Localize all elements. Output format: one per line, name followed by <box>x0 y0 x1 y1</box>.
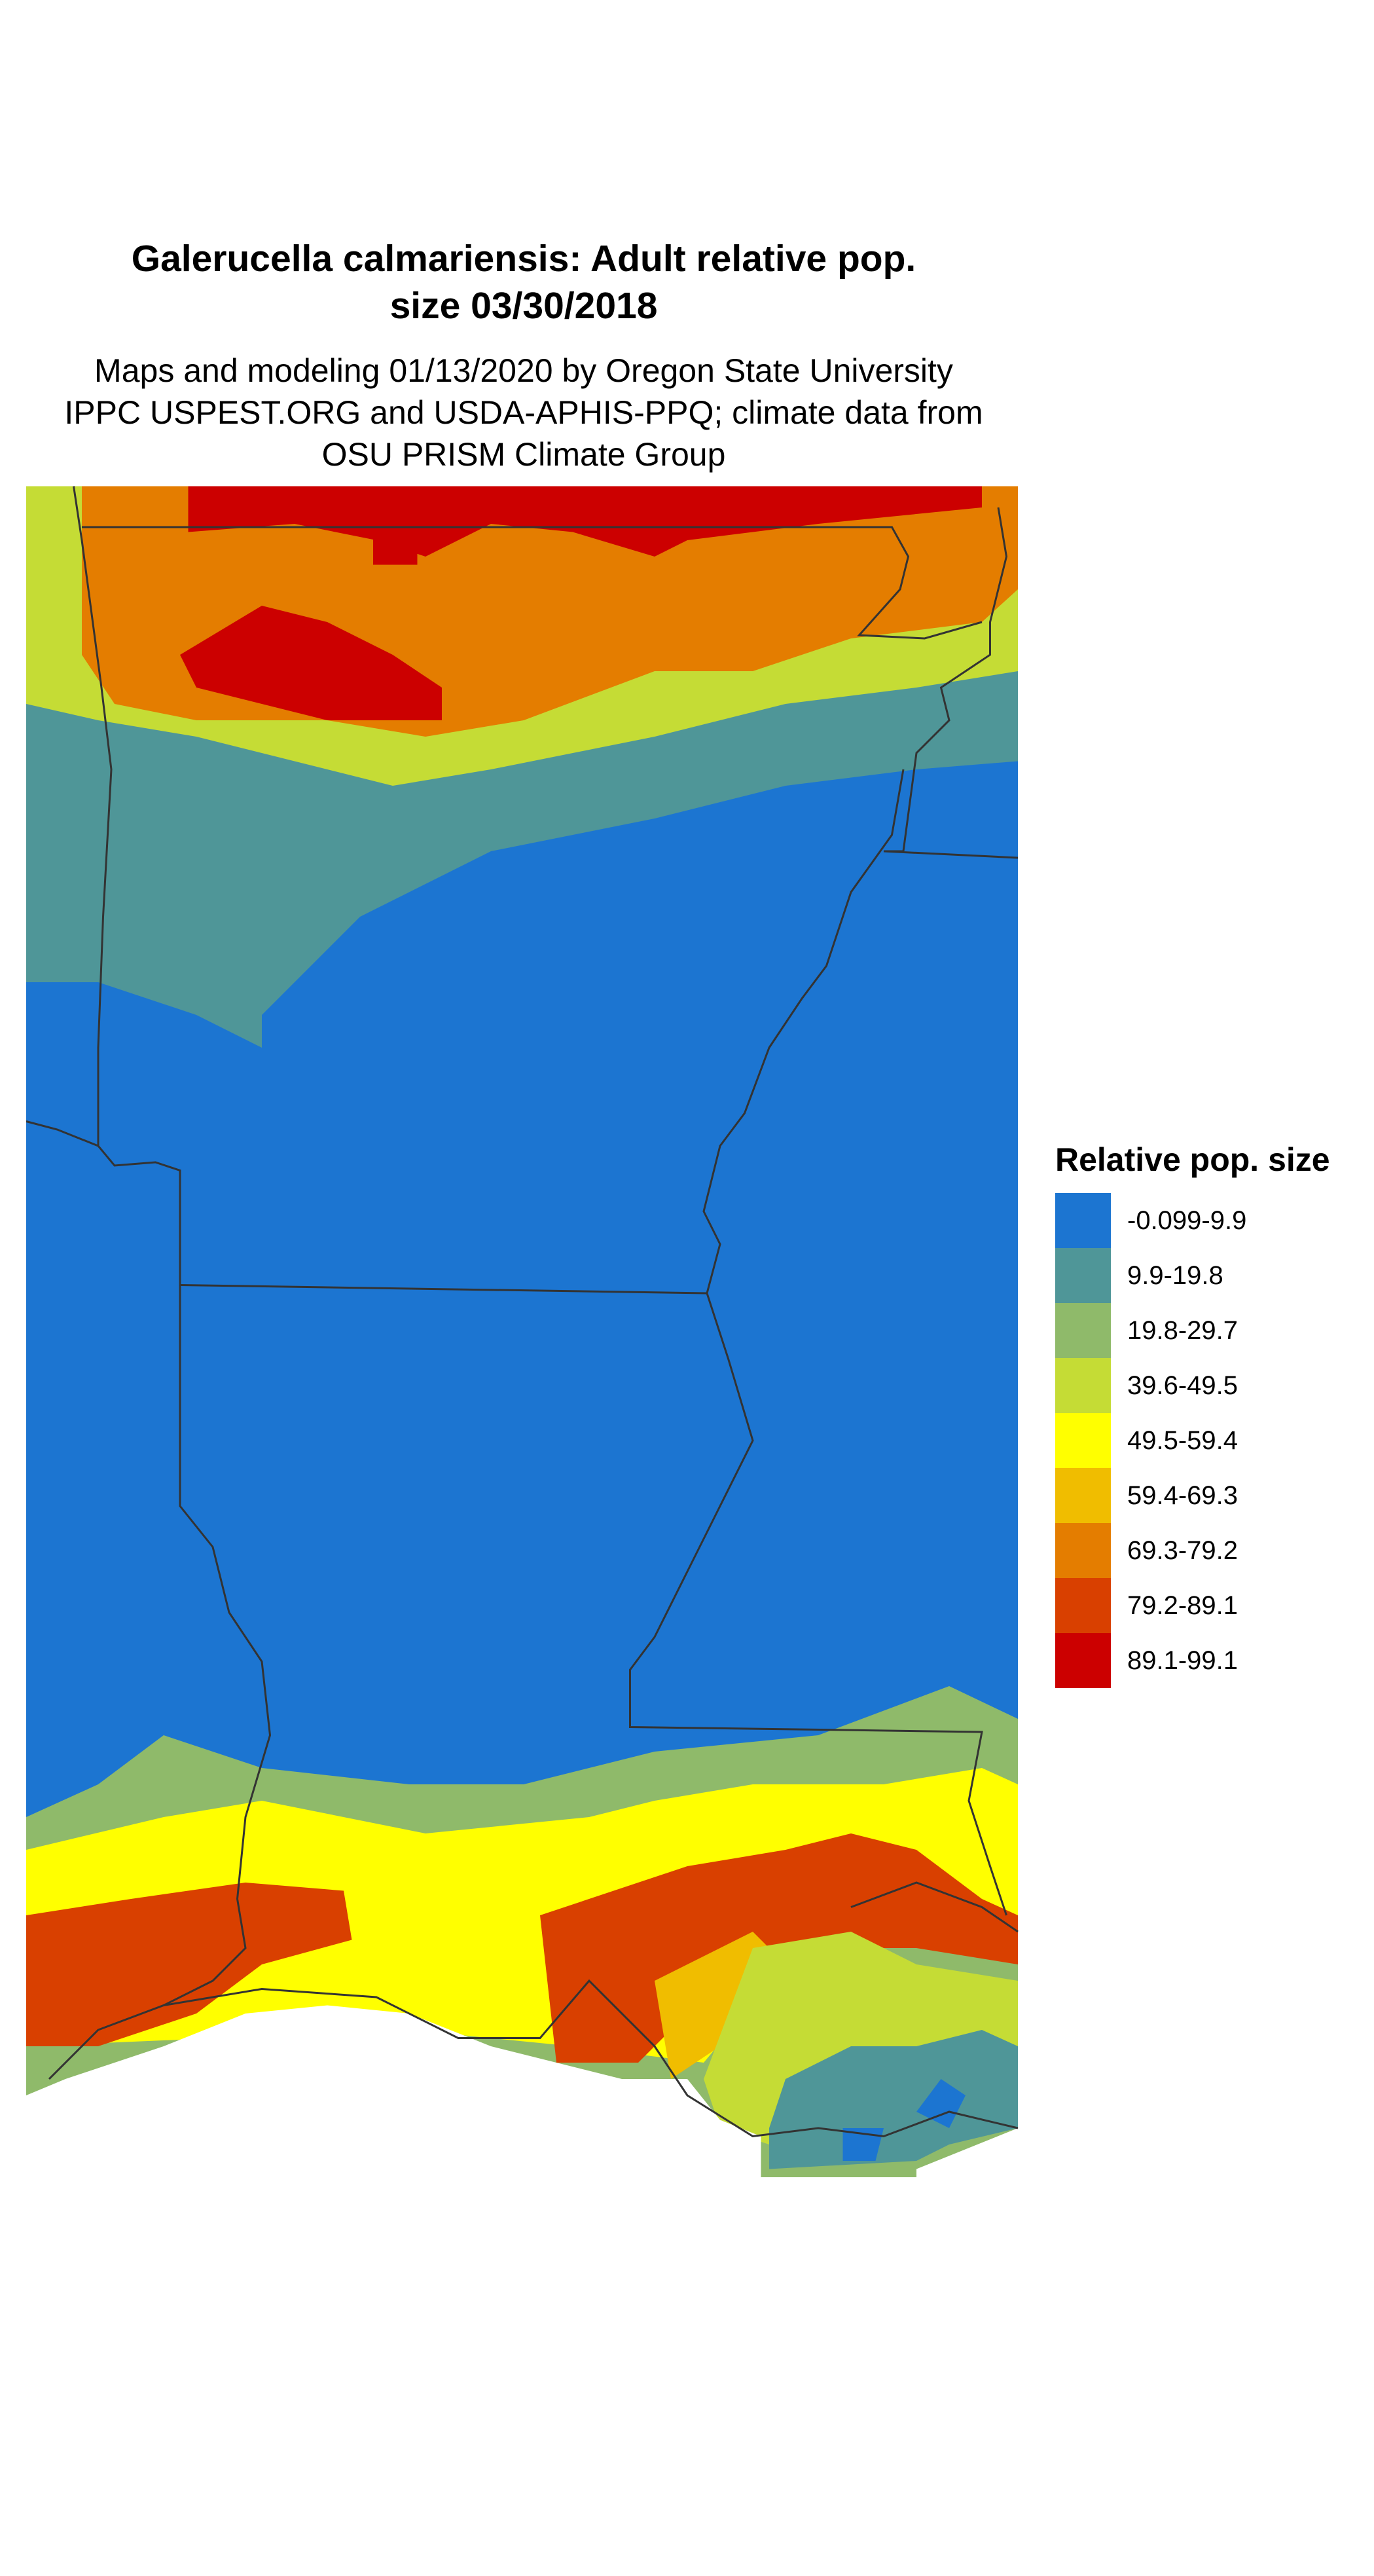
map-title: Galerucella calmariensis: Adult relative… <box>131 238 916 280</box>
map-subtitle: OSU PRISM Climate Group <box>321 436 726 473</box>
legend-swatch <box>1055 1633 1111 1688</box>
legend-swatch <box>1055 1248 1111 1303</box>
map-mask <box>916 2128 1018 2194</box>
legend-swatch <box>1055 1468 1111 1523</box>
legend-swatch <box>1055 1578 1111 1633</box>
map-title: size 03/30/2018 <box>389 285 658 327</box>
map-region <box>769 2030 1018 2169</box>
legend-swatch <box>1055 1523 1111 1578</box>
map-region <box>180 606 442 720</box>
legend-label: -0.099-9.9 <box>1127 1206 1247 1235</box>
legend-label: 79.2-89.1 <box>1127 1591 1238 1620</box>
legend-swatch <box>1055 1303 1111 1358</box>
map-region <box>26 1883 352 2046</box>
map-region <box>373 524 418 565</box>
legend-label: 59.4-69.3 <box>1127 1481 1238 1510</box>
legend-label: 49.5-59.4 <box>1127 1426 1238 1455</box>
legend-label: 89.1-99.1 <box>1127 1646 1238 1675</box>
legend-label: 39.6-49.5 <box>1127 1371 1238 1400</box>
map-region <box>842 2128 884 2161</box>
legend-swatch <box>1055 1193 1111 1248</box>
map-subtitle: IPPC USPEST.ORG and USDA-APHIS-PPQ; clim… <box>64 394 983 431</box>
legend-swatch <box>1055 1358 1111 1413</box>
legend-label: 9.9-19.8 <box>1127 1261 1223 1290</box>
legend-label: 69.3-79.2 <box>1127 1536 1238 1565</box>
legend-label: 19.8-29.7 <box>1127 1316 1238 1345</box>
map-mask <box>26 2005 761 2194</box>
legend-title: Relative pop. size <box>1055 1141 1330 1178</box>
map-subtitle: Maps and modeling 01/13/2020 by Oregon S… <box>94 352 953 389</box>
legend-swatch <box>1055 1413 1111 1468</box>
state-borders <box>26 486 1019 2138</box>
map-region <box>916 2079 966 2128</box>
